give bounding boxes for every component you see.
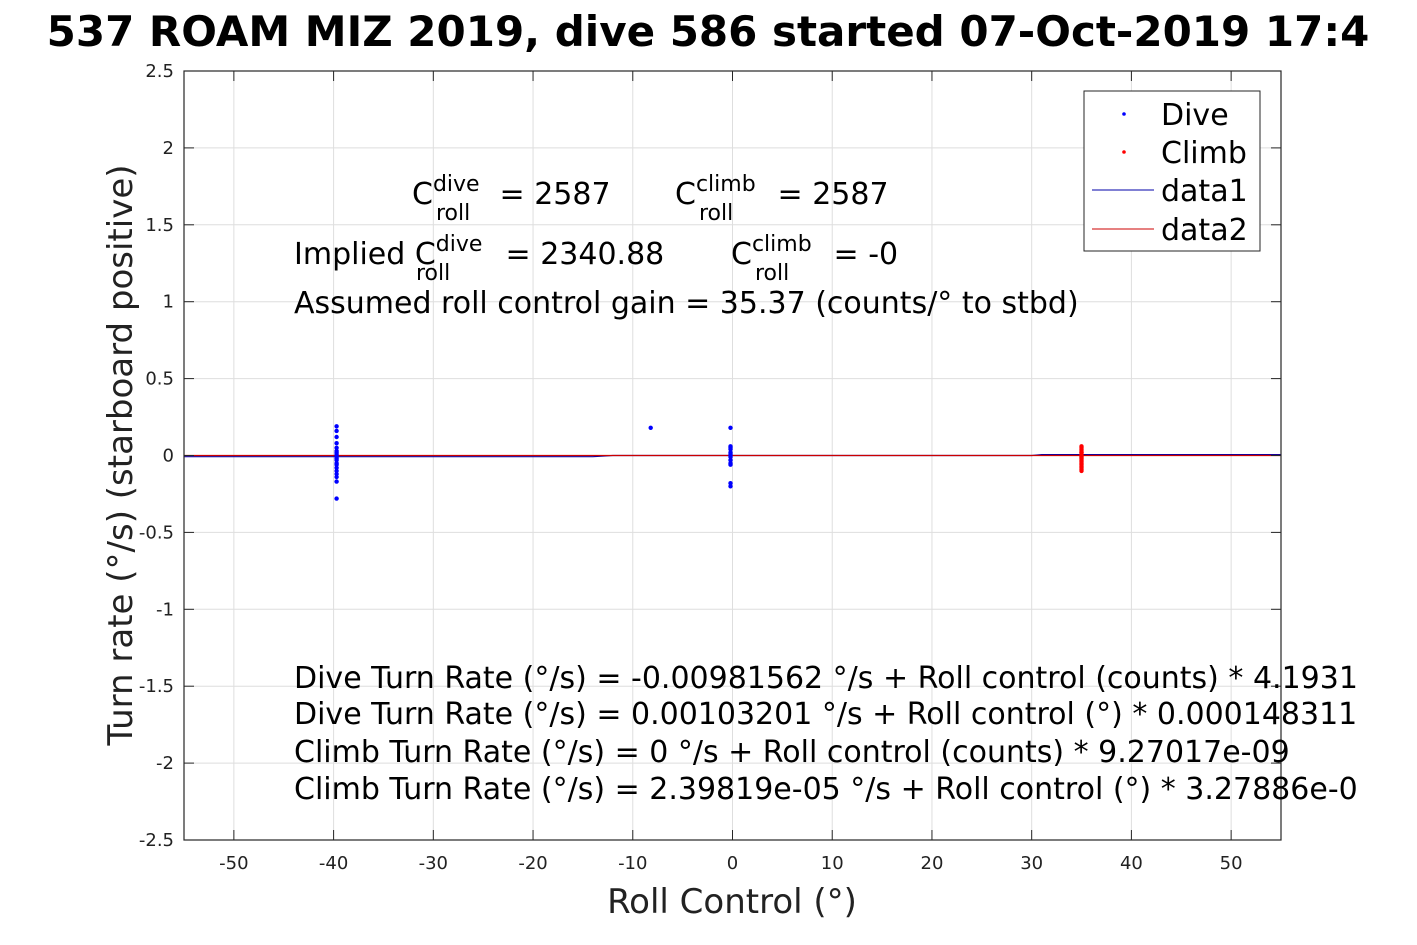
x-tick-label: 20 <box>921 853 944 874</box>
data-point-dive <box>728 454 733 460</box>
y-tick-label: -1.5 <box>139 676 174 697</box>
legend-box <box>1083 90 1261 252</box>
data-point-dive <box>334 434 339 440</box>
y-tick-label: -1 <box>156 599 174 620</box>
legend-data2-label: data2 <box>1161 213 1248 248</box>
data-point-dive <box>334 424 339 429</box>
data-point-dive <box>334 468 339 474</box>
annotation-c-symbol: C <box>675 177 696 212</box>
annotation-gain: Assumed roll control gain = 35.37 (count… <box>294 286 1079 321</box>
data-point-dive <box>728 462 733 467</box>
annotation-superscript: climb <box>696 172 756 197</box>
data-point-dive <box>334 474 339 480</box>
y-tick-label: 1.5 <box>145 215 174 236</box>
data-point-dive <box>334 457 339 463</box>
x-tick-label: -30 <box>419 853 448 874</box>
data-point-dive <box>334 441 339 446</box>
annotation-subscript: roll <box>699 201 733 226</box>
annotation-subscript: roll <box>755 261 789 286</box>
annotation-equation-4: Climb Turn Rate (°/s) = 2.39819e-05 °/s … <box>294 772 1358 807</box>
data-points <box>334 424 1084 501</box>
x-tick-label: 30 <box>1020 853 1043 874</box>
data-point-dive <box>334 445 339 450</box>
annotation-equation-1: Dive Turn Rate (°/s) = -0.00981562 °/s +… <box>294 661 1358 696</box>
annotation-c-symbol: C <box>412 177 433 212</box>
data-point-dive <box>728 425 733 430</box>
x-axis-ticks: -50 -40 -30 -20 -10 0 10 20 30 40 50 <box>219 71 1243 874</box>
x-tick-label: 0 <box>727 853 738 874</box>
annotation-subscript: roll <box>416 261 450 286</box>
data-point-dive <box>334 479 339 484</box>
annotation-value: = 2587 <box>768 177 889 212</box>
annotation-subscript: roll <box>436 201 470 226</box>
y-tick-label: 0 <box>163 446 174 467</box>
annotation-value: = 2340.88 <box>496 237 664 272</box>
legend: Dive Climb data1 data2 <box>1083 90 1261 252</box>
annotation-equation-2: Dive Turn Rate (°/s) = 0.00103201 °/s + … <box>294 697 1357 732</box>
data-point-dive <box>334 496 339 501</box>
x-tick-label: -20 <box>518 853 547 874</box>
y-axis-label: Turn rate (°/s) (starboard positive) <box>101 164 141 746</box>
y-tick-label: 0.5 <box>145 369 174 390</box>
y-tick-label: -2.5 <box>139 830 174 851</box>
y-tick-label: 2 <box>163 138 174 159</box>
annotation-implied-dive: Implied Cdive roll = 2340.88 <box>294 232 664 286</box>
data-point-dive <box>334 465 339 470</box>
x-axis-label: Roll Control (°) <box>607 882 857 922</box>
annotation-equation-3: Climb Turn Rate (°/s) = 0 °/s + Roll con… <box>294 735 1290 770</box>
annotation-superscript: dive <box>433 172 480 197</box>
x-tick-label: 40 <box>1120 853 1143 874</box>
annotation-value: = -0 <box>824 237 898 272</box>
x-tick-label: -10 <box>618 853 647 874</box>
y-tick-label: -0.5 <box>139 522 174 543</box>
legend-climb-label: Climb <box>1161 136 1247 171</box>
legend-climb-marker <box>1122 150 1126 154</box>
x-tick-label: -50 <box>219 853 248 874</box>
data-point-dive <box>728 481 733 486</box>
x-tick-label: 10 <box>821 853 844 874</box>
annotation-superscript: dive <box>436 232 483 257</box>
y-tick-label: 1 <box>163 292 174 313</box>
data-point-dive <box>728 447 733 452</box>
legend-dive-label: Dive <box>1161 98 1229 133</box>
annotation-value: = 2587 <box>490 177 611 212</box>
annotation-c-roll-dive: Cdive roll = 2587 <box>412 172 611 226</box>
x-tick-label: -40 <box>319 853 348 874</box>
chart-title: 537 ROAM MIZ 2019, dive 586 started 07-O… <box>47 7 1370 56</box>
data-point-dive <box>728 457 733 463</box>
y-axis-ticks: -2.5 -2 -1.5 -1 -0.5 0 0.5 1 1.5 2 2.5 <box>139 61 1281 851</box>
annotation-prefix: Implied C <box>294 237 436 272</box>
data-point-climb <box>1079 450 1084 455</box>
data-point-dive <box>648 425 653 430</box>
data-point-dive <box>728 484 733 489</box>
annotation-superscript: climb <box>752 232 812 257</box>
data-point-dive <box>334 462 339 467</box>
data-point-dive <box>334 428 339 434</box>
y-tick-label: 2.5 <box>145 61 174 82</box>
x-tick-label: 50 <box>1220 853 1243 874</box>
annotation-implied-climb: Cclimb roll = -0 <box>731 232 898 286</box>
annotation-c-symbol: C <box>731 237 752 272</box>
annotation-c-roll-climb: Cclimb roll = 2587 <box>675 172 889 226</box>
legend-data1-label: data1 <box>1161 174 1248 209</box>
legend-dive-marker <box>1122 112 1126 116</box>
data-point-climb <box>1079 468 1084 474</box>
y-tick-label: -2 <box>156 753 174 774</box>
